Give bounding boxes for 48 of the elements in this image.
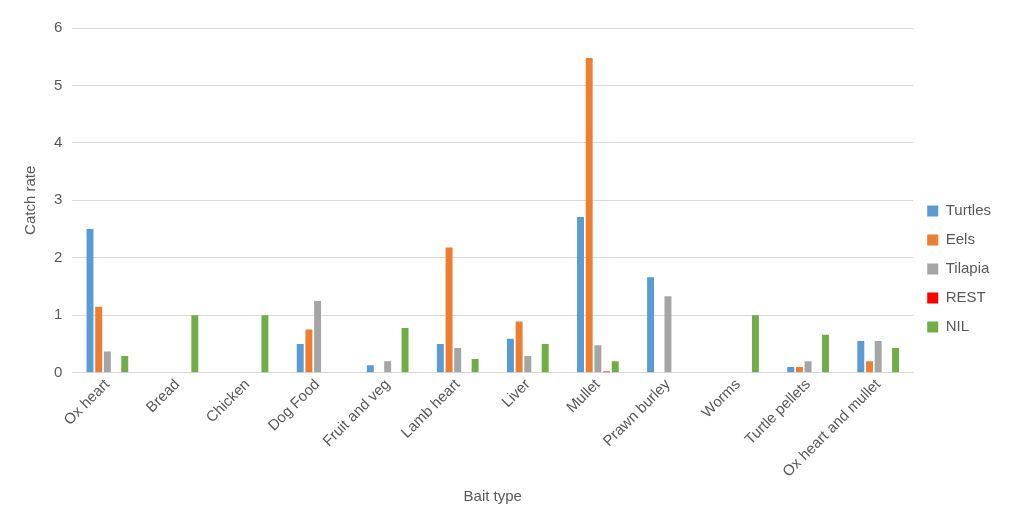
legend-label: Eels <box>945 230 975 248</box>
bar <box>366 365 374 373</box>
y-tick-label: 1 <box>54 305 63 323</box>
bar <box>541 343 549 373</box>
bar <box>191 315 199 373</box>
bar <box>795 366 803 373</box>
bar <box>524 356 532 373</box>
bar <box>384 361 392 373</box>
y-tick-label: 0 <box>54 362 63 380</box>
bar <box>261 315 269 373</box>
legend-label: NIL <box>945 317 970 335</box>
legend-label: Tilapia <box>945 259 990 277</box>
bar <box>857 341 865 373</box>
y-axis-title: Catch rate <box>21 165 39 235</box>
bar <box>647 277 655 373</box>
bar <box>401 327 409 373</box>
bar <box>445 247 453 373</box>
bar <box>594 345 602 373</box>
y-tick-label: 4 <box>54 133 63 151</box>
bar <box>577 217 584 373</box>
bar <box>664 296 672 373</box>
bar <box>296 343 304 373</box>
y-tick-label: 6 <box>54 18 63 36</box>
bar <box>585 57 593 373</box>
y-tick-label: 5 <box>54 75 63 93</box>
bar <box>892 348 900 373</box>
bar <box>866 361 873 373</box>
x-axis-title: Bait type <box>463 487 522 505</box>
legend-label: REST <box>945 288 986 306</box>
y-tick-label: 3 <box>54 190 63 208</box>
bar <box>454 348 462 373</box>
bar <box>506 338 514 373</box>
bar <box>436 343 444 373</box>
bar <box>95 306 103 373</box>
bar <box>874 341 882 373</box>
bar <box>314 300 322 373</box>
bar <box>121 356 129 373</box>
legend-label: Turtles <box>945 201 992 219</box>
bar <box>822 334 829 373</box>
bar <box>804 361 812 373</box>
bar <box>103 351 111 373</box>
bar <box>787 366 795 373</box>
y-tick-label: 2 <box>54 247 63 265</box>
bar <box>471 358 479 373</box>
bar <box>305 329 313 373</box>
bar <box>751 315 759 373</box>
bar <box>611 361 619 373</box>
bar <box>515 321 523 373</box>
